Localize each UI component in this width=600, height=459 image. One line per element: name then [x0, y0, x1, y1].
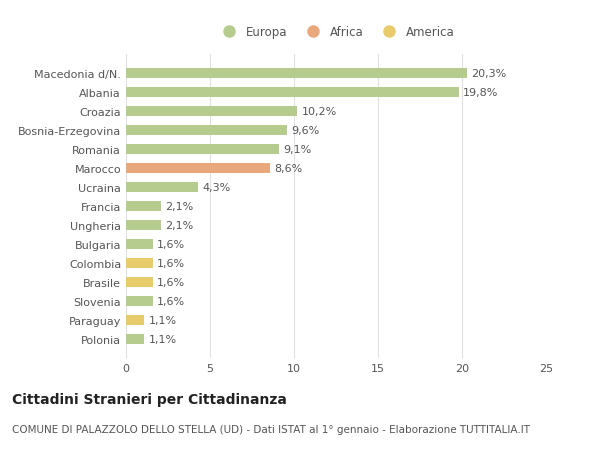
Bar: [126, 163, 271, 174]
Text: 2,1%: 2,1%: [166, 220, 194, 230]
Text: 1,6%: 1,6%: [157, 240, 185, 249]
Bar: [126, 315, 145, 325]
Legend: Europa, Africa, America: Europa, Africa, America: [212, 22, 460, 44]
Text: 4,3%: 4,3%: [202, 183, 230, 193]
Text: 1,1%: 1,1%: [149, 315, 177, 325]
Bar: [126, 126, 287, 136]
Text: 20,3%: 20,3%: [471, 69, 506, 79]
Bar: [126, 220, 161, 231]
Text: 1,6%: 1,6%: [157, 258, 185, 269]
Bar: [126, 69, 467, 79]
Bar: [126, 334, 145, 344]
Text: 9,6%: 9,6%: [292, 126, 320, 136]
Text: 2,1%: 2,1%: [166, 202, 194, 212]
Bar: [126, 258, 153, 269]
Bar: [126, 145, 279, 155]
Bar: [126, 88, 458, 98]
Text: 1,1%: 1,1%: [149, 334, 177, 344]
Text: 10,2%: 10,2%: [302, 107, 337, 117]
Bar: [126, 296, 153, 307]
Text: 9,1%: 9,1%: [283, 145, 311, 155]
Bar: [126, 202, 161, 212]
Bar: [126, 239, 153, 250]
Text: 19,8%: 19,8%: [463, 88, 498, 98]
Bar: [126, 106, 298, 117]
Bar: [126, 277, 153, 287]
Bar: [126, 182, 198, 193]
Text: 1,6%: 1,6%: [157, 277, 185, 287]
Text: Cittadini Stranieri per Cittadinanza: Cittadini Stranieri per Cittadinanza: [12, 392, 287, 406]
Text: 8,6%: 8,6%: [275, 164, 303, 174]
Text: COMUNE DI PALAZZOLO DELLO STELLA (UD) - Dati ISTAT al 1° gennaio - Elaborazione : COMUNE DI PALAZZOLO DELLO STELLA (UD) - …: [12, 425, 530, 435]
Text: 1,6%: 1,6%: [157, 296, 185, 306]
